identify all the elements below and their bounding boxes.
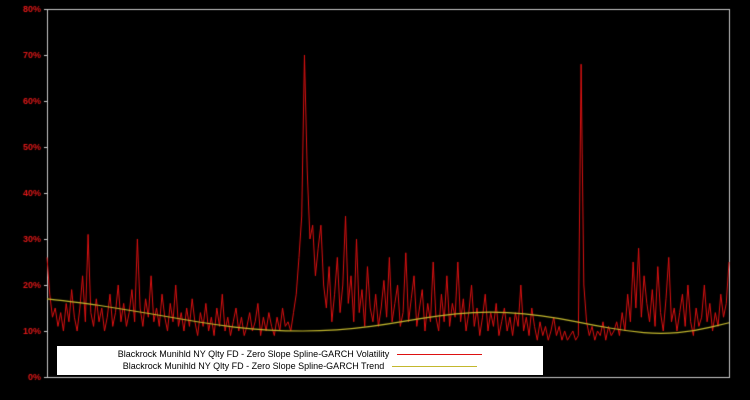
legend-item-trend: Blackrock Munihld NY Qlty FD - Zero Slop… <box>57 360 543 372</box>
volatility-line-swatch <box>397 353 483 355</box>
legend-item-volatility: Blackrock Munihld NY Qlty FD - Zero Slop… <box>57 348 543 360</box>
trend-line-swatch <box>392 365 478 367</box>
legend-label-volatility: Blackrock Munihld NY Qlty FD - Zero Slop… <box>117 349 390 359</box>
legend-label-trend: Blackrock Munihld NY Qlty FD - Zero Slop… <box>122 361 385 371</box>
chart-legend: Blackrock Munihld NY Qlty FD - Zero Slop… <box>57 346 543 375</box>
